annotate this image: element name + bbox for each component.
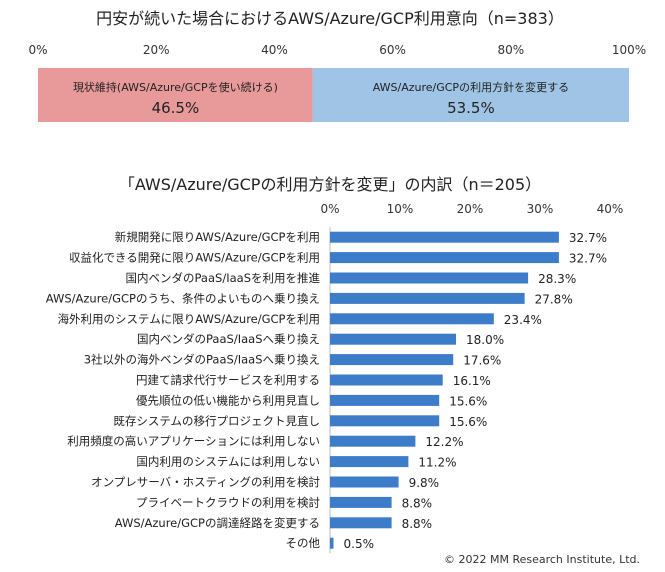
breakdown-category-label: 国内ベンダのPaaS/IaaSを利用を推進 [126,271,321,285]
breakdown-category-label: 国内ベンダのPaaS/IaaSへ乗り換え [137,332,320,346]
breakdown-bar [330,415,440,427]
stacked-axis-tick-label: 40% [261,43,288,57]
breakdown-category-label: プライベートクラウドの利用を検討 [136,495,320,509]
breakdown-bar [330,496,392,508]
breakdown-bar [330,231,559,243]
breakdown-axis-tick-label: 20% [457,202,484,216]
breakdown-axis-tick-label: 30% [527,202,554,216]
stacked-axis-tick-label: 100% [612,43,646,57]
breakdown-value-label: 8.8% [402,496,433,510]
stacked-segment-label: AWS/Azure/GCPの利用方針を変更する [373,80,569,94]
stacked-axis-tick-label: 20% [143,43,170,57]
breakdown-category-label: 3社以外の海外ベンダのPaaS/IaaSへ乗り換え [84,353,320,367]
breakdown-axis-tick-label: 10% [387,202,414,216]
stacked-axis-tick-label: 80% [497,43,524,57]
stacked-bar-segment [312,68,629,122]
stacked-chart-bars: 現状維持(AWS/Azure/GCPを使い続ける) 46.5% AWS/Azure/… [38,68,629,122]
breakdown-value-label: 12.2% [425,435,463,449]
breakdown-category-label: 新規開発に限りAWS/Azure/GCPを利用 [115,230,320,244]
breakdown-bar [330,517,392,529]
breakdown-value-label: 27.8% [535,292,573,306]
breakdown-category-label: 国内利用のシステムには利用しない [136,455,320,469]
stacked-chart-title: 円安が続いた場合におけるAWS/Azure/GCP利用意向（n=383） [96,9,564,28]
breakdown-value-label: 0.5% [344,537,375,551]
stacked-segment-value: 53.5% [447,99,495,117]
stacked-bar-segment [38,68,313,122]
breakdown-value-label: 23.4% [504,313,542,327]
breakdown-axis-tick-label: 40% [597,202,624,216]
breakdown-bar [330,272,529,284]
breakdown-axis-tick-label: 0% [320,202,339,216]
breakdown-category-label: AWS/Azure/GCPのうち、条件のよいものへ乗り換え [46,291,320,305]
breakdown-bar [330,333,456,345]
stacked-axis-tick-label: 0% [28,43,47,57]
breakdown-value-label: 18.0% [466,333,504,347]
breakdown-bar [330,456,409,468]
breakdown-category-label: 円建て請求代行サービスを利用する [136,373,320,387]
breakdown-category-label: 海外利用のシステムに限りAWS/Azure/GCPを利用 [58,312,320,326]
breakdown-category-label: その他 [286,536,321,550]
breakdown-value-label: 17.6% [463,354,501,368]
breakdown-value-label: 16.1% [453,374,491,388]
breakdown-bar [330,476,399,488]
breakdown-bar [330,537,334,549]
breakdown-value-label: 32.7% [569,231,607,245]
breakdown-category-label: 既存システムの移行プロジェクト見直し [113,414,320,428]
breakdown-chart-axis: 0% 10% 20% 30% 40% [320,202,623,216]
breakdown-chart-bars: 新規開発に限りAWS/Azure/GCPを利用 32.7% 収益化できる開発に限りA… [46,227,607,554]
breakdown-bar [330,394,440,406]
copyright-notice: © 2022 MM Research Institute, Ltd. [444,553,640,566]
breakdown-bar [330,252,559,264]
breakdown-bar [330,435,416,447]
breakdown-value-label: 11.2% [418,456,456,470]
breakdown-bar [330,292,525,304]
breakdown-bar [330,313,494,325]
stacked-segment-value: 46.5% [152,99,200,117]
breakdown-value-label: 15.6% [449,415,487,429]
stacked-axis-tick-label: 60% [379,43,406,57]
breakdown-category-label: 収益化できる開発に限りAWS/Azure/GCPを利用 [69,251,320,265]
breakdown-category-label: オンプレサーバ・ホスティングの利用を検討 [91,475,320,489]
breakdown-value-label: 15.6% [449,394,487,408]
breakdown-chart-title: 「AWS/Azure/GCPの利用方針を変更」の内訳（n＝205） [119,175,541,194]
breakdown-value-label: 8.8% [402,517,433,531]
breakdown-bar [330,354,454,366]
stacked-segment-label: 現状維持(AWS/Azure/GCPを使い続ける) [73,80,278,94]
breakdown-category-label: 優先順位の低い機能から利用見直し [136,393,320,407]
breakdown-bar [330,374,443,386]
breakdown-value-label: 32.7% [569,252,607,266]
breakdown-value-label: 28.3% [538,272,576,286]
breakdown-category-label: 利用頻度の高いアプリケーションには利用しない [67,434,320,448]
breakdown-category-label: AWS/Azure/GCPの調達経路を変更する [115,516,320,530]
breakdown-value-label: 9.8% [409,476,440,490]
stacked-chart-axis: 0% 20% 40% 60% 80% 100% [28,43,646,57]
